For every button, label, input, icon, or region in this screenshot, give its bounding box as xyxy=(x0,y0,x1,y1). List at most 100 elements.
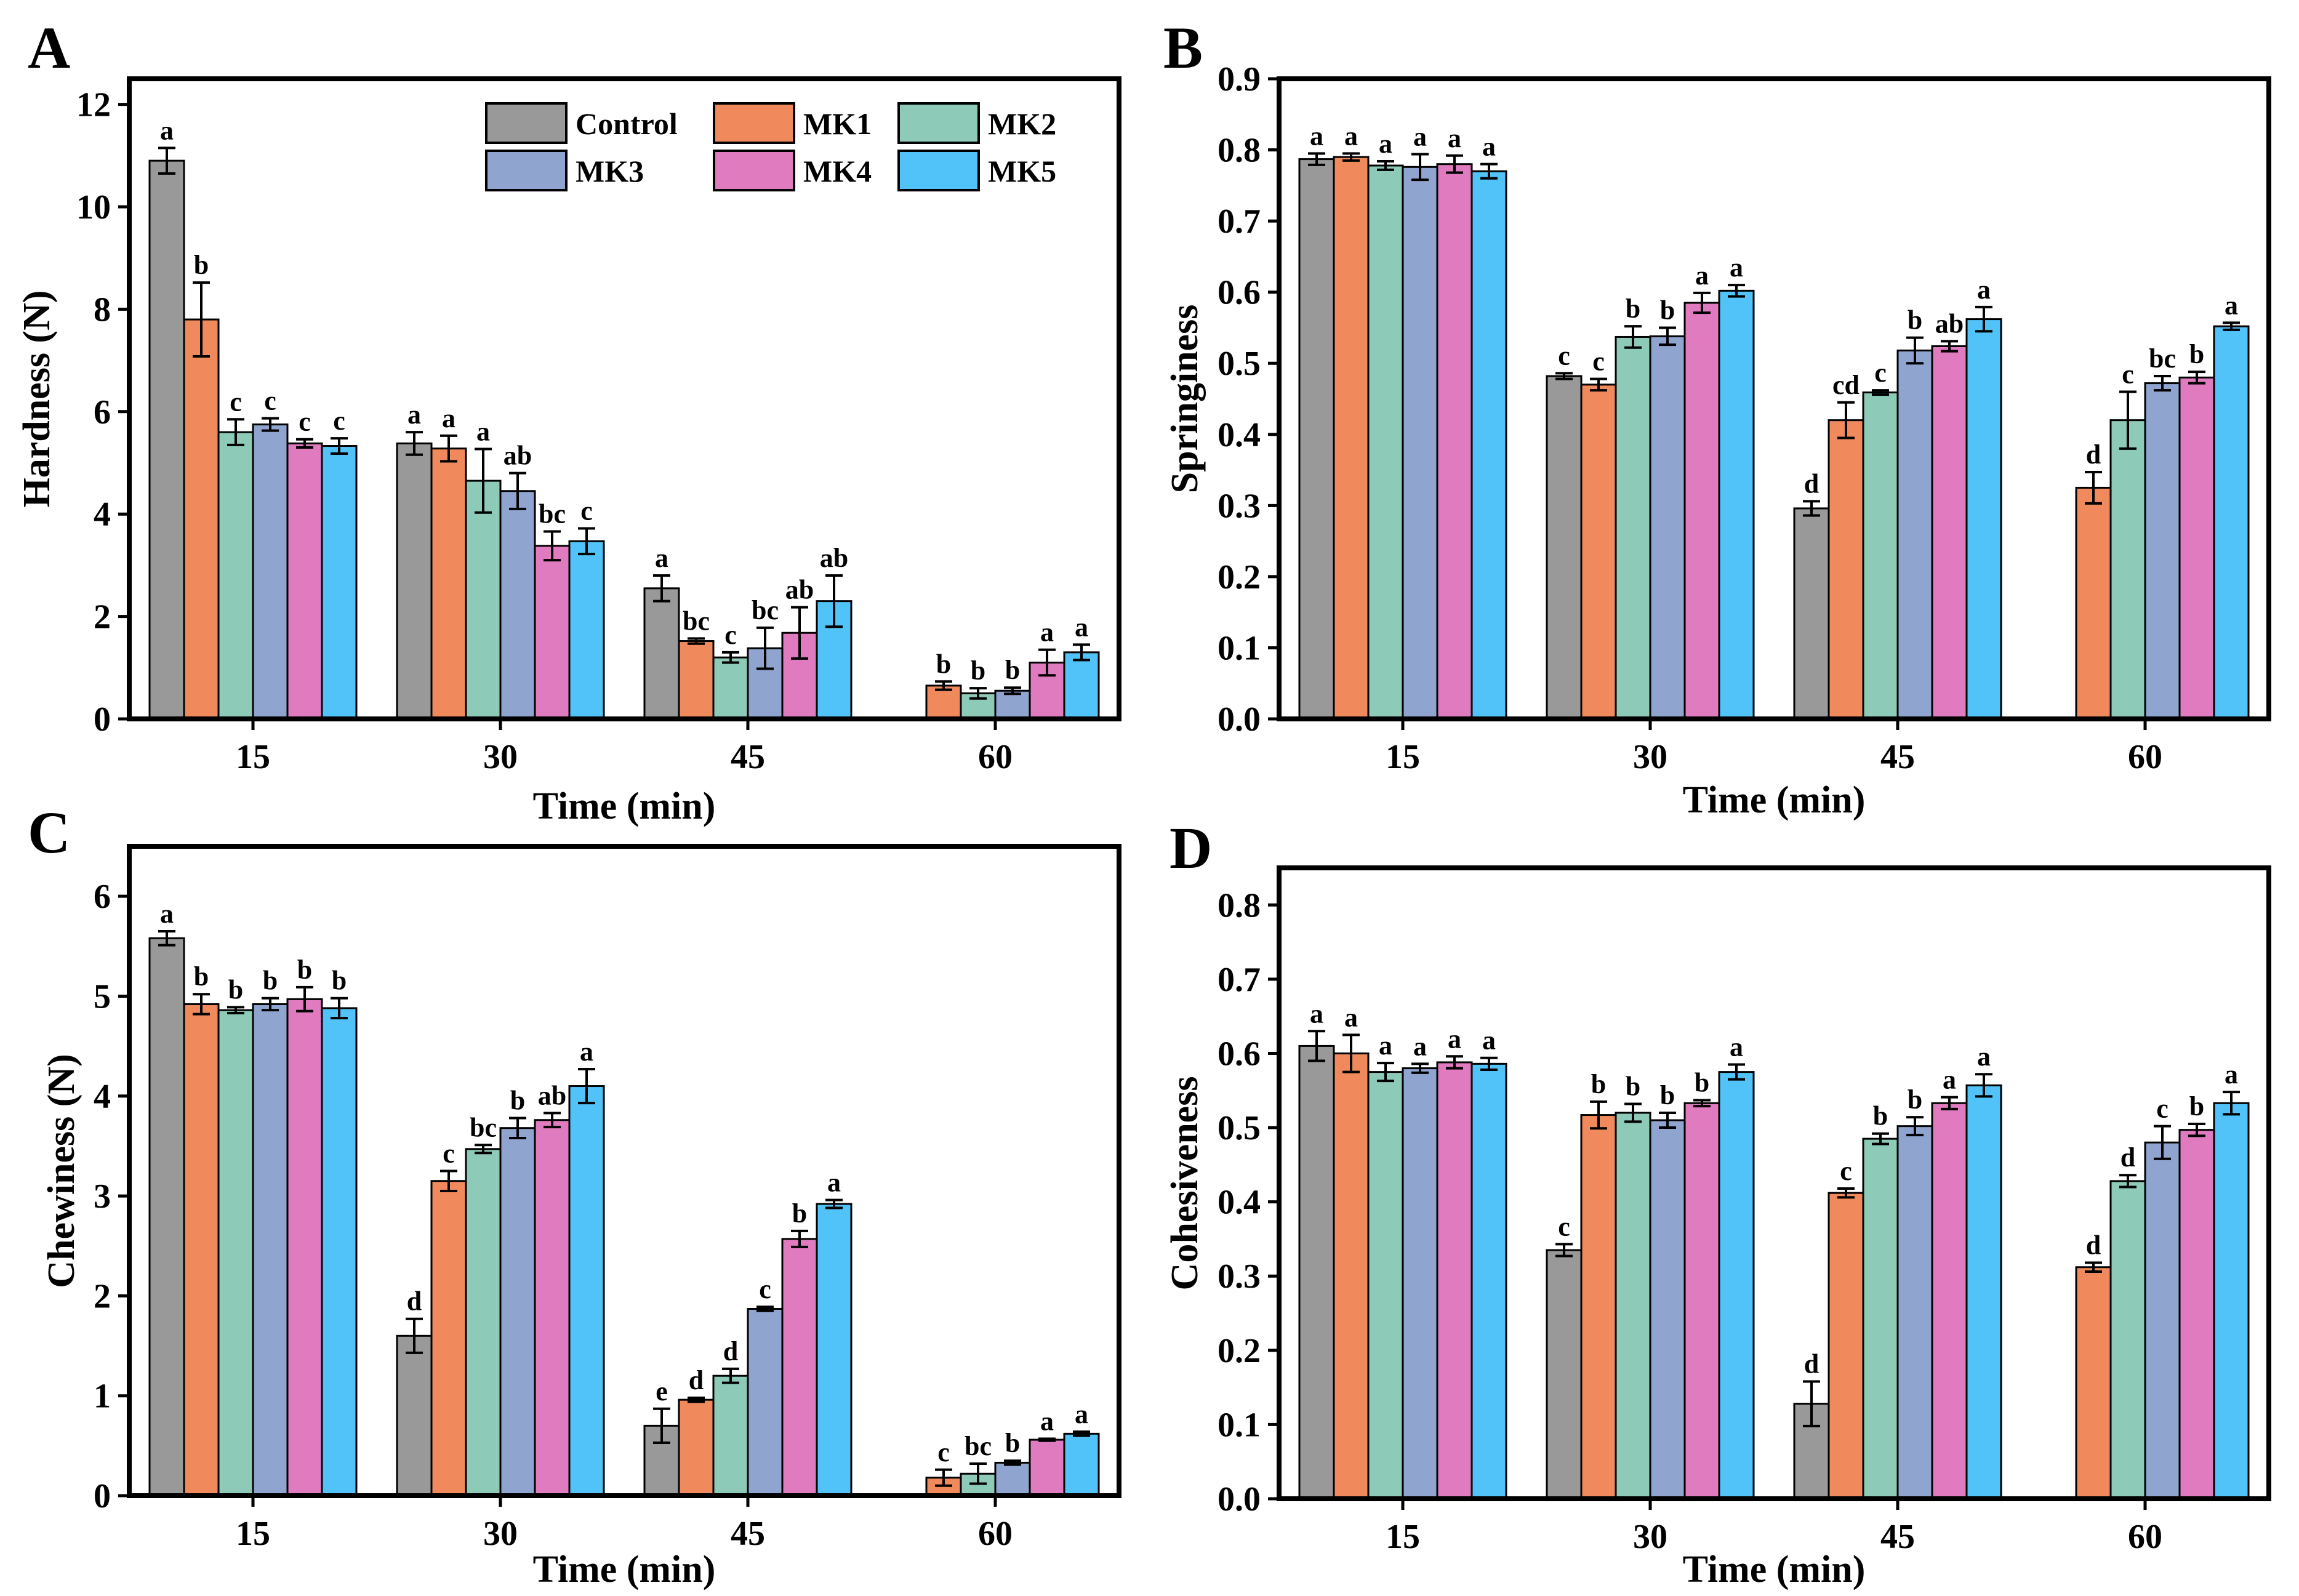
y-tick-label: 3 xyxy=(94,1177,111,1216)
y-tick-label: 4 xyxy=(94,1078,111,1116)
significance-label: d xyxy=(2086,1230,2101,1261)
x-axis-title: Time (min) xyxy=(533,1549,716,1590)
significance-label: a xyxy=(655,543,668,573)
bar-mk3 xyxy=(1649,335,1686,720)
y-tick-label: 0.2 xyxy=(1218,558,1261,596)
x-tick-label: 45 xyxy=(731,1515,765,1553)
significance-label: b xyxy=(1660,1080,1675,1110)
significance-label: ab xyxy=(785,575,814,605)
significance-label: b xyxy=(228,974,243,1005)
significance-label: b xyxy=(2189,1091,2204,1121)
bar-mk4 xyxy=(2178,376,2215,720)
bar-mk5 xyxy=(1470,170,1507,720)
bar-mk3 xyxy=(1896,1125,1933,1500)
significance-label: d xyxy=(1804,468,1819,499)
significance-label: e xyxy=(656,1376,668,1406)
significance-label: a xyxy=(580,1037,593,1067)
bar-mk3 xyxy=(252,1003,289,1497)
significance-label: b xyxy=(792,1198,807,1229)
plot-frame xyxy=(127,844,1121,1498)
bar-mk1 xyxy=(430,447,467,720)
y-tick-label: 4 xyxy=(94,495,111,534)
significance-label: a xyxy=(1344,121,1358,151)
significance-label: a xyxy=(1943,1065,1956,1095)
significance-label: c xyxy=(1592,347,1605,377)
y-tick-label: 0 xyxy=(94,700,111,739)
significance-label: a xyxy=(1379,1030,1392,1061)
y-tick-label: 0.9 xyxy=(1218,60,1261,98)
significance-label: c xyxy=(2122,359,2134,389)
bar-mk4 xyxy=(1436,1061,1473,1500)
y-tick-label: 0.8 xyxy=(1218,132,1261,170)
y-tick-label: 2 xyxy=(94,598,111,636)
significance-label: c xyxy=(230,387,242,417)
significance-label: ab xyxy=(820,543,848,573)
bar-mk4 xyxy=(534,1119,571,1497)
significance-label: d xyxy=(689,1365,704,1395)
y-tick-label: 0.6 xyxy=(1218,1035,1261,1073)
y-axis-title: Cohesiveness xyxy=(1164,1077,1206,1291)
significance-label: b xyxy=(194,961,209,992)
bar-mk1 xyxy=(1580,383,1617,720)
bar-control xyxy=(1546,375,1583,720)
significance-label: bc xyxy=(752,595,779,625)
x-tick-label: 15 xyxy=(236,738,270,776)
significance-label: bc xyxy=(539,499,566,529)
bar-control xyxy=(148,937,185,1497)
bar-mk3 xyxy=(2144,382,2181,720)
y-tick-label: 0 xyxy=(94,1477,111,1515)
significance-label: a xyxy=(1977,275,1991,305)
significance-label: c xyxy=(937,1437,950,1467)
significance-label: a xyxy=(1310,998,1323,1029)
bar-mk4 xyxy=(1683,302,1720,720)
bar-mk3 xyxy=(1402,166,1438,720)
y-tick-label: 0.3 xyxy=(1218,1257,1261,1296)
significance-label: d xyxy=(2086,439,2101,470)
significance-label: b xyxy=(1626,294,1640,324)
x-tick-label: 45 xyxy=(1880,1518,1915,1556)
bar-control xyxy=(643,587,680,720)
bar-mk2 xyxy=(1367,164,1404,720)
significance-label: b xyxy=(1695,1067,1709,1097)
significance-label: b xyxy=(332,966,347,996)
significance-label: a xyxy=(1413,121,1427,151)
legend-swatch-mk3 xyxy=(485,150,568,191)
bar-mk1 xyxy=(2075,486,2112,720)
bar-mk4 xyxy=(781,1238,818,1497)
bar-control xyxy=(396,1334,433,1497)
panel-letter: C xyxy=(28,800,70,865)
bar-mk2 xyxy=(2109,1180,2146,1500)
bar-control xyxy=(1298,158,1335,720)
significance-label: a xyxy=(1730,252,1743,283)
x-axis-title: Time (min) xyxy=(1683,779,1866,821)
significance-label: a xyxy=(160,115,174,145)
y-tick-label: 2 xyxy=(94,1277,111,1315)
bar-mk1 xyxy=(2075,1266,2112,1500)
panel-letter: B xyxy=(1163,15,1203,81)
significance-label: b xyxy=(936,649,951,679)
bar-mk5 xyxy=(1470,1062,1507,1500)
plot-frame xyxy=(1277,76,2271,721)
bar-mk2 xyxy=(2109,419,2146,720)
legend-label: MK1 xyxy=(803,106,872,141)
significance-label: c xyxy=(333,406,345,436)
significance-label: a xyxy=(1075,612,1088,642)
bar-mk4 xyxy=(1029,1438,1065,1497)
significance-label: a xyxy=(1040,617,1054,648)
y-axis-title: Chewiness (N) xyxy=(41,1054,82,1288)
bar-mk2 xyxy=(1615,1112,1651,1500)
legend-swatch-mk1 xyxy=(713,102,795,144)
significance-label: a xyxy=(1695,260,1709,291)
significance-label: a xyxy=(1344,1002,1358,1032)
bar-mk2 xyxy=(465,1148,502,1497)
bar-mk5 xyxy=(1965,1084,2002,1500)
significance-label: b xyxy=(1873,1101,1888,1131)
bar-mk3 xyxy=(994,1461,1031,1497)
significance-label: a xyxy=(160,899,174,929)
significance-label: b xyxy=(194,250,209,280)
significance-label: c xyxy=(443,1139,455,1169)
x-tick-label: 45 xyxy=(731,738,765,776)
